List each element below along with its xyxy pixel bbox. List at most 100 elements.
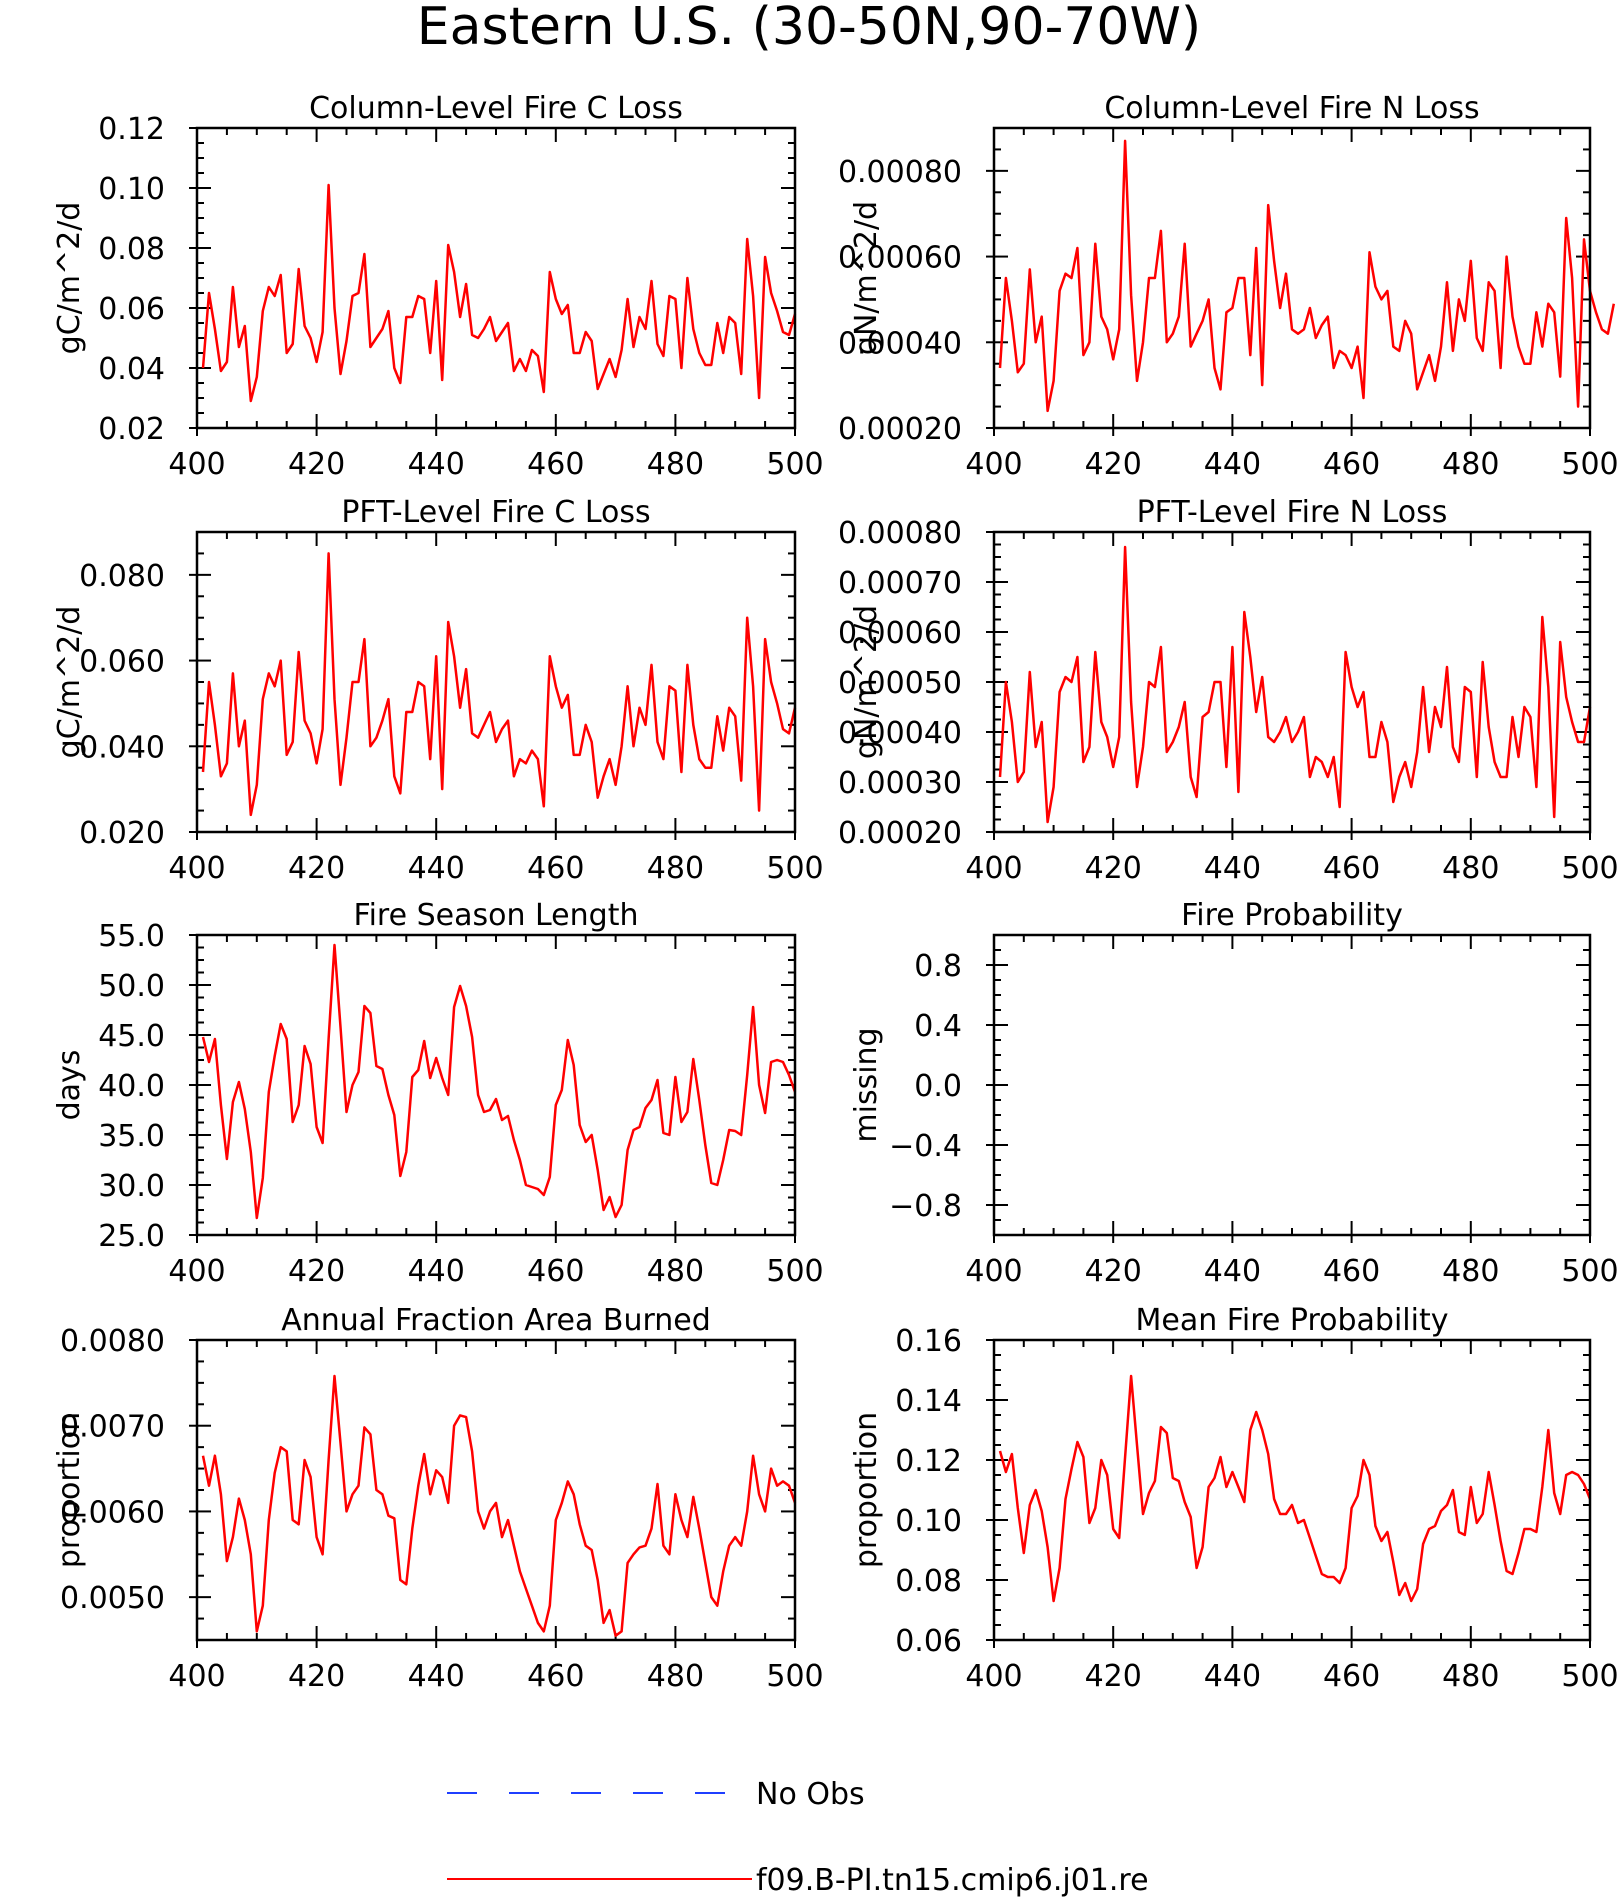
panel-title: Annual Fraction Area Burned bbox=[281, 1303, 711, 1338]
x-tick-label: 420 bbox=[1085, 1659, 1142, 1694]
y-tick-label: 25.0 bbox=[98, 1219, 165, 1254]
chart-panel-6: Annual Fraction Area Burned proportion 400… bbox=[52, 1303, 824, 1694]
x-tick-label: 440 bbox=[408, 1254, 465, 1289]
x-tick-label: 480 bbox=[1442, 1659, 1499, 1694]
y-tick-label: 0.00050 bbox=[838, 666, 962, 701]
y-tick-label: 0.00020 bbox=[838, 412, 962, 447]
plot-frame bbox=[992, 933, 1592, 1237]
panel-title: Column-Level Fire N Loss bbox=[1104, 91, 1479, 126]
x-tick-label: 420 bbox=[1085, 851, 1142, 886]
plot-frame bbox=[195, 933, 797, 1237]
x-tick-label: 400 bbox=[965, 851, 1022, 886]
y-tick-label: 0.10 bbox=[98, 172, 165, 207]
y-tick-label: 0.12 bbox=[895, 1444, 962, 1479]
x-tick-label: 480 bbox=[647, 447, 704, 482]
legend: No Obs f09.B-PI.tn15.cmip6.j01.re bbox=[447, 1777, 1149, 1898]
series-line-0 bbox=[201, 552, 797, 817]
y-tick-label: 0.04 bbox=[98, 352, 165, 387]
chart-panels: Column-Level Fire C Loss gC/m^2/d 400 420 44… bbox=[52, 91, 1619, 1694]
chart-panel-2: PFT-Level Fire C Loss gC/m^2/d 400 420 440 46… bbox=[52, 495, 824, 886]
y-axis-label: gC/m^2/d bbox=[52, 606, 87, 759]
chart-panel-1: Column-Level Fire N Loss gN/m^2/d 400 420 44… bbox=[838, 91, 1619, 482]
plot-frame bbox=[992, 126, 1592, 430]
series-line-0 bbox=[201, 943, 797, 1220]
panel-title: Column-Level Fire C Loss bbox=[309, 91, 683, 126]
y-tick-label: 0.02 bbox=[98, 412, 165, 447]
plot-frame bbox=[992, 1338, 1592, 1642]
chart-panel-5: Fire Probability missing 400 420 440 460 480 50… bbox=[849, 898, 1619, 1289]
y-tick-label: 50.0 bbox=[98, 969, 165, 1004]
x-tick-label: 420 bbox=[288, 851, 345, 886]
x-tick-label: 420 bbox=[288, 447, 345, 482]
series-line-0 bbox=[998, 1374, 1592, 1603]
x-tick-label: 400 bbox=[168, 447, 225, 482]
y-axis-label: proportion bbox=[849, 1412, 884, 1568]
chart-panel-4: Fire Season Length days 400 420 440 460 480 500… bbox=[52, 898, 824, 1289]
y-axis-label: gN/m^2/d bbox=[849, 605, 884, 759]
x-tick-label: 420 bbox=[288, 1659, 345, 1694]
y-tick-label: 0.00020 bbox=[838, 816, 962, 851]
y-tick-label: 0.080 bbox=[79, 559, 165, 594]
plot-frame bbox=[195, 126, 797, 430]
chart-panel-0: Column-Level Fire C Loss gC/m^2/d 400 420 44… bbox=[52, 91, 824, 482]
y-tick-label: 0.0 bbox=[914, 1069, 962, 1104]
x-tick-label: 500 bbox=[766, 447, 823, 482]
legend-label-model-run: f09.B-PI.tn15.cmip6.j01.re bbox=[756, 1863, 1149, 1898]
y-tick-label: 35.0 bbox=[98, 1119, 165, 1154]
legend-label-no-obs: No Obs bbox=[756, 1777, 865, 1812]
x-tick-label: 500 bbox=[1561, 851, 1618, 886]
x-tick-label: 420 bbox=[1085, 1254, 1142, 1289]
y-tick-label: 0.0070 bbox=[60, 1410, 165, 1445]
x-tick-label: 500 bbox=[1561, 447, 1618, 482]
y-tick-label: 0.00060 bbox=[838, 616, 962, 651]
plot-frame bbox=[992, 530, 1592, 834]
x-tick-label: 480 bbox=[1442, 1254, 1499, 1289]
x-tick-label: 500 bbox=[766, 1659, 823, 1694]
y-axis-label: days bbox=[52, 1050, 87, 1121]
chart-panel-3: PFT-Level Fire N Loss gN/m^2/d 400 420 440 46… bbox=[838, 495, 1619, 886]
x-tick-label: 440 bbox=[1204, 1254, 1261, 1289]
x-tick-label: 500 bbox=[1561, 1254, 1618, 1289]
x-tick-label: 440 bbox=[408, 1659, 465, 1694]
panel-title: Mean Fire Probability bbox=[1136, 1303, 1449, 1338]
y-tick-label: 40.0 bbox=[98, 1069, 165, 1104]
x-tick-label: 420 bbox=[288, 1254, 345, 1289]
y-tick-label: 0.00070 bbox=[838, 566, 962, 601]
y-tick-label: 0.06 bbox=[98, 292, 165, 327]
x-tick-label: 480 bbox=[1442, 851, 1499, 886]
y-axis-label: proportion bbox=[52, 1412, 87, 1568]
y-tick-label: 0.08 bbox=[895, 1564, 962, 1599]
x-tick-label: 500 bbox=[766, 851, 823, 886]
y-tick-label: −0.8 bbox=[889, 1189, 962, 1224]
x-tick-label: 460 bbox=[1323, 1254, 1380, 1289]
x-tick-label: 440 bbox=[1204, 447, 1261, 482]
main-title: Eastern U.S. (30-50N,90-70W) bbox=[417, 0, 1201, 57]
y-tick-label: 0.00030 bbox=[838, 766, 962, 801]
series-line-0 bbox=[998, 139, 1616, 413]
x-tick-label: 440 bbox=[1204, 851, 1261, 886]
x-tick-label: 440 bbox=[408, 447, 465, 482]
x-tick-label: 400 bbox=[168, 1659, 225, 1694]
y-tick-label: −0.4 bbox=[889, 1129, 962, 1164]
x-tick-label: 400 bbox=[965, 1254, 1022, 1289]
y-tick-label: 45.0 bbox=[98, 1019, 165, 1054]
x-tick-label: 400 bbox=[965, 447, 1022, 482]
panel-title: Fire Probability bbox=[1181, 898, 1403, 933]
x-tick-label: 460 bbox=[1323, 1659, 1380, 1694]
x-tick-label: 400 bbox=[965, 1659, 1022, 1694]
x-tick-label: 460 bbox=[527, 1659, 584, 1694]
x-tick-label: 460 bbox=[527, 447, 584, 482]
x-tick-label: 440 bbox=[408, 851, 465, 886]
y-tick-label: 0.14 bbox=[895, 1384, 962, 1419]
x-tick-label: 460 bbox=[1323, 851, 1380, 886]
y-tick-label: 0.00080 bbox=[838, 155, 962, 190]
y-tick-label: 0.00060 bbox=[838, 241, 962, 276]
y-tick-label: 0.060 bbox=[79, 645, 165, 680]
series-line-0 bbox=[201, 1374, 797, 1637]
panel-title: Fire Season Length bbox=[354, 898, 639, 933]
x-tick-label: 440 bbox=[1204, 1659, 1261, 1694]
x-tick-label: 480 bbox=[1442, 447, 1499, 482]
y-tick-label: 0.4 bbox=[914, 1009, 962, 1044]
x-tick-label: 480 bbox=[647, 1659, 704, 1694]
y-tick-label: 0.040 bbox=[79, 730, 165, 765]
